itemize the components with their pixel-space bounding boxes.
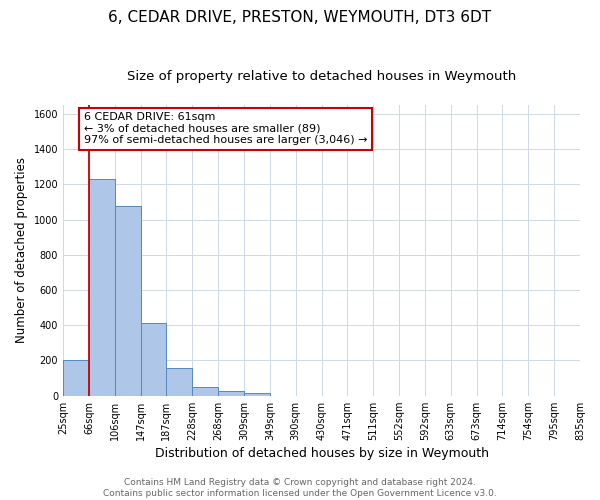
Bar — [244, 393, 270, 396]
Bar — [192, 387, 218, 396]
Bar — [140, 324, 166, 396]
Title: Size of property relative to detached houses in Weymouth: Size of property relative to detached ho… — [127, 70, 516, 83]
Bar — [63, 360, 89, 396]
Bar — [115, 206, 140, 396]
X-axis label: Distribution of detached houses by size in Weymouth: Distribution of detached houses by size … — [155, 447, 488, 460]
Y-axis label: Number of detached properties: Number of detached properties — [15, 158, 28, 344]
Bar — [218, 392, 244, 396]
Text: 6, CEDAR DRIVE, PRESTON, WEYMOUTH, DT3 6DT: 6, CEDAR DRIVE, PRESTON, WEYMOUTH, DT3 6… — [109, 10, 491, 25]
Text: Contains HM Land Registry data © Crown copyright and database right 2024.
Contai: Contains HM Land Registry data © Crown c… — [103, 478, 497, 498]
Bar — [89, 180, 115, 396]
Bar — [166, 368, 192, 396]
Text: 6 CEDAR DRIVE: 61sqm
← 3% of detached houses are smaller (89)
97% of semi-detach: 6 CEDAR DRIVE: 61sqm ← 3% of detached ho… — [84, 112, 367, 146]
